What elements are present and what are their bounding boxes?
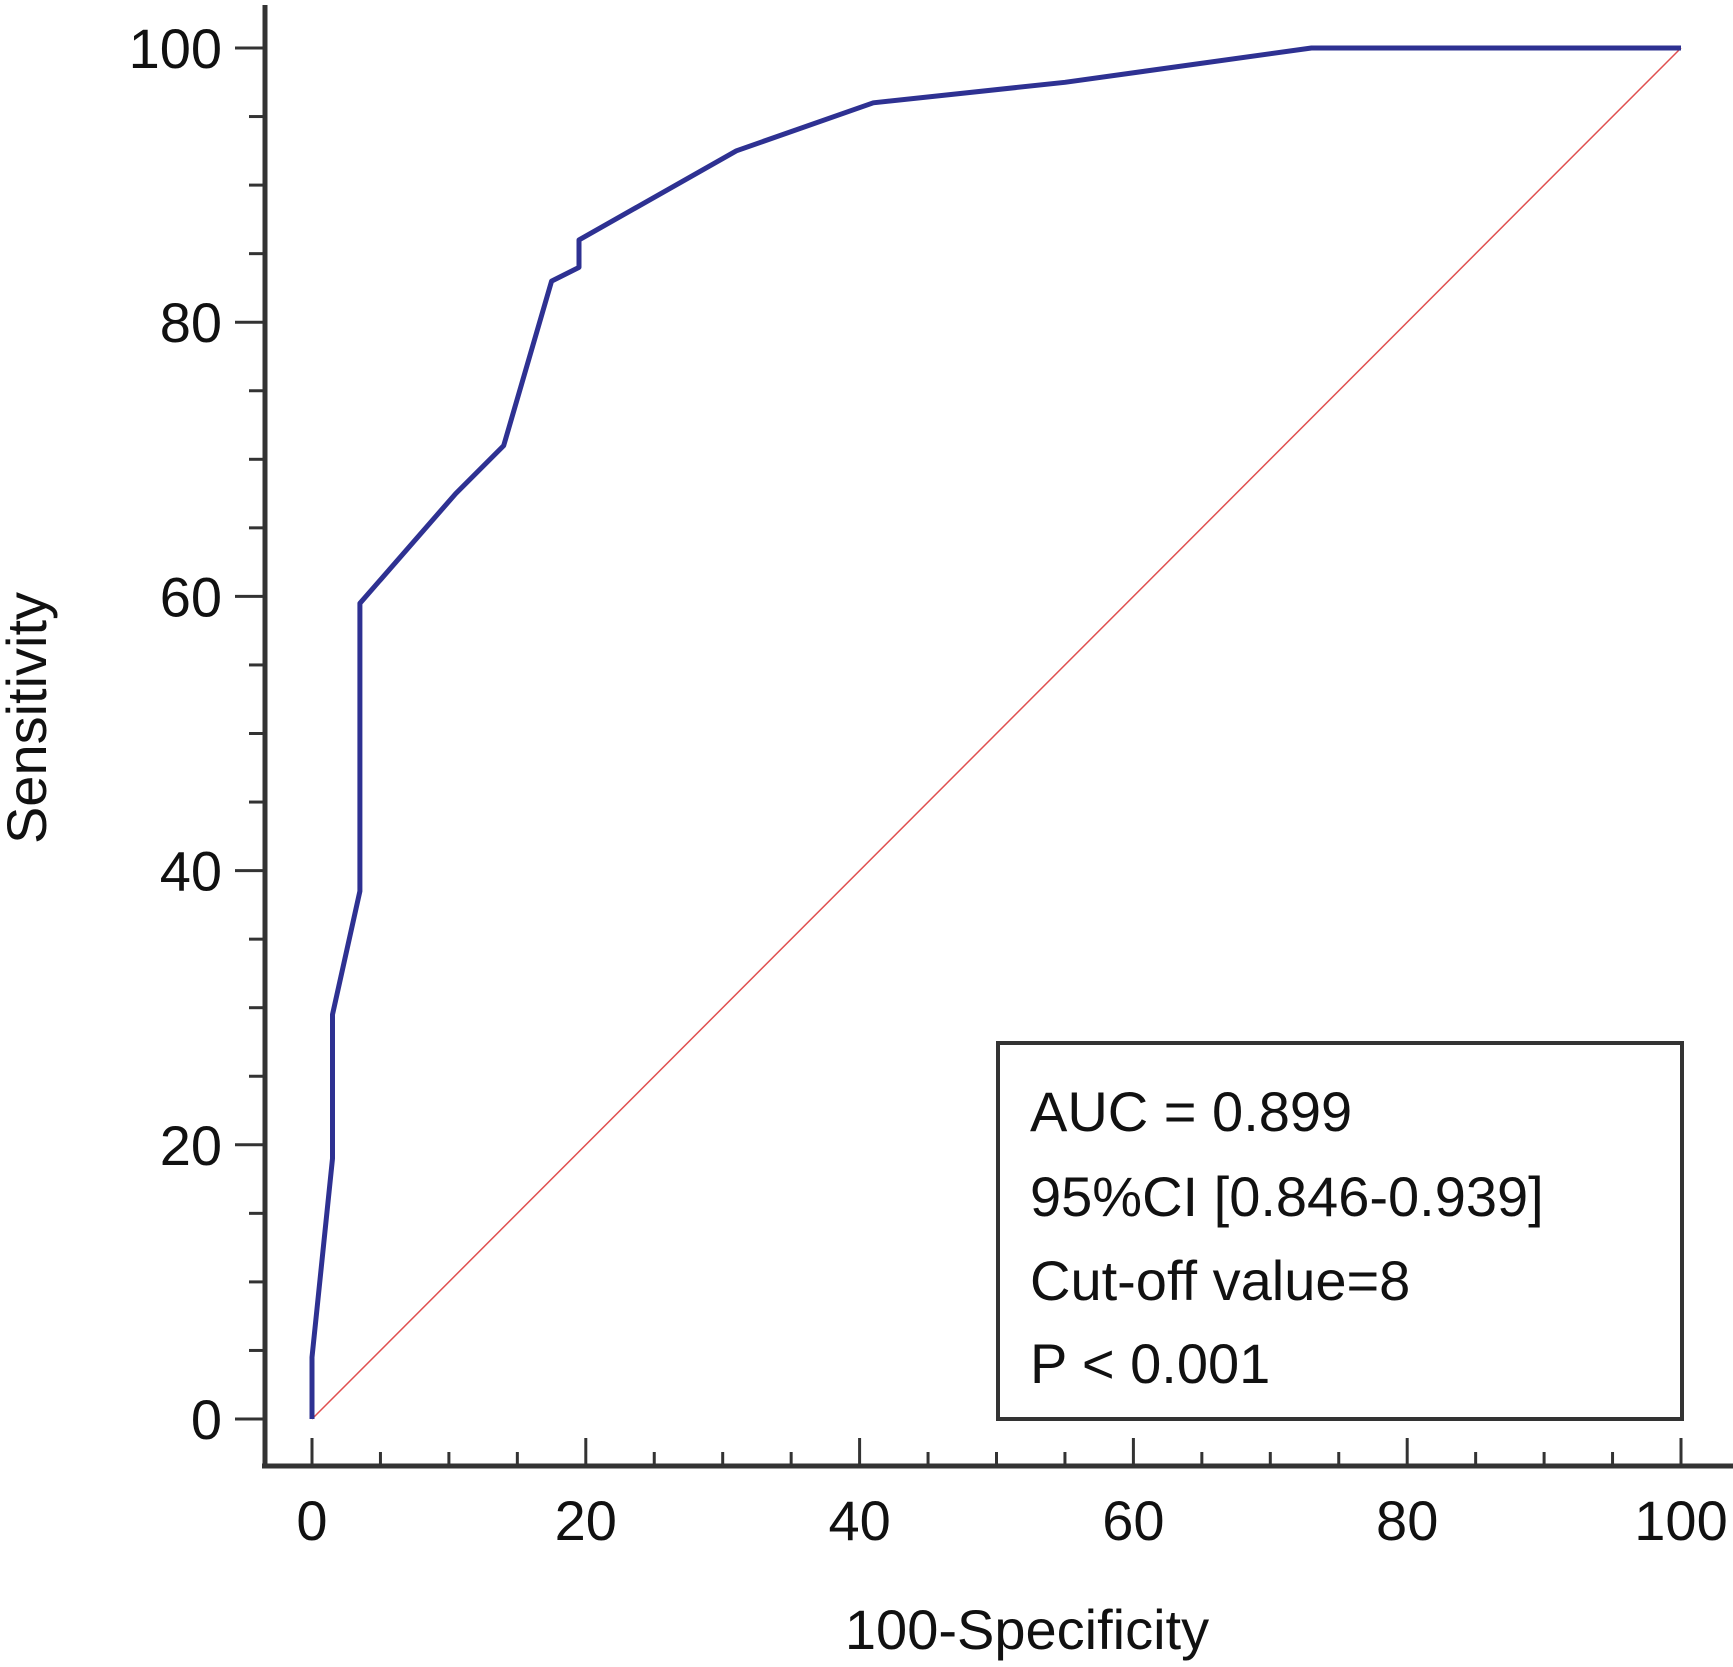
y-axis-title: Sensitivity	[0, 592, 58, 844]
y-tick-label: 40	[160, 840, 222, 903]
x-tick-label: 80	[1376, 1489, 1438, 1552]
ticks: 0 20 40 60 80 100 0 20 40 60 80 100	[129, 17, 1728, 1552]
x-tick-label: 20	[555, 1489, 617, 1552]
x-axis-title: 100-Specificity	[845, 1598, 1209, 1661]
stats-cutoff: Cut-off value=8	[1030, 1249, 1410, 1312]
stats-ci: 95%CI [0.846-0.939]	[1030, 1165, 1544, 1228]
stats-pvalue: P < 0.001	[1030, 1332, 1270, 1395]
reference-line	[311, 47, 1682, 1420]
y-tick-label: 0	[191, 1388, 222, 1451]
y-tick-label: 20	[160, 1114, 222, 1177]
y-tick-label: 80	[160, 291, 222, 354]
roc-curve	[309, 45, 1681, 1419]
y-tick-label: 100	[129, 17, 222, 80]
x-tick-label: 40	[828, 1489, 890, 1552]
x-tick-label: 100	[1634, 1489, 1727, 1552]
stats-legend-box: AUC = 0.899 95%CI [0.846-0.939] Cut-off …	[996, 1041, 1684, 1421]
x-tick-label: 60	[1102, 1489, 1164, 1552]
stats-auc: AUC = 0.899	[1030, 1080, 1352, 1143]
x-tick-label: 0	[296, 1489, 327, 1552]
plot-area	[309, 45, 1682, 1420]
y-tick-label: 60	[160, 565, 222, 628]
stats-legend-frame	[996, 1041, 1684, 1421]
